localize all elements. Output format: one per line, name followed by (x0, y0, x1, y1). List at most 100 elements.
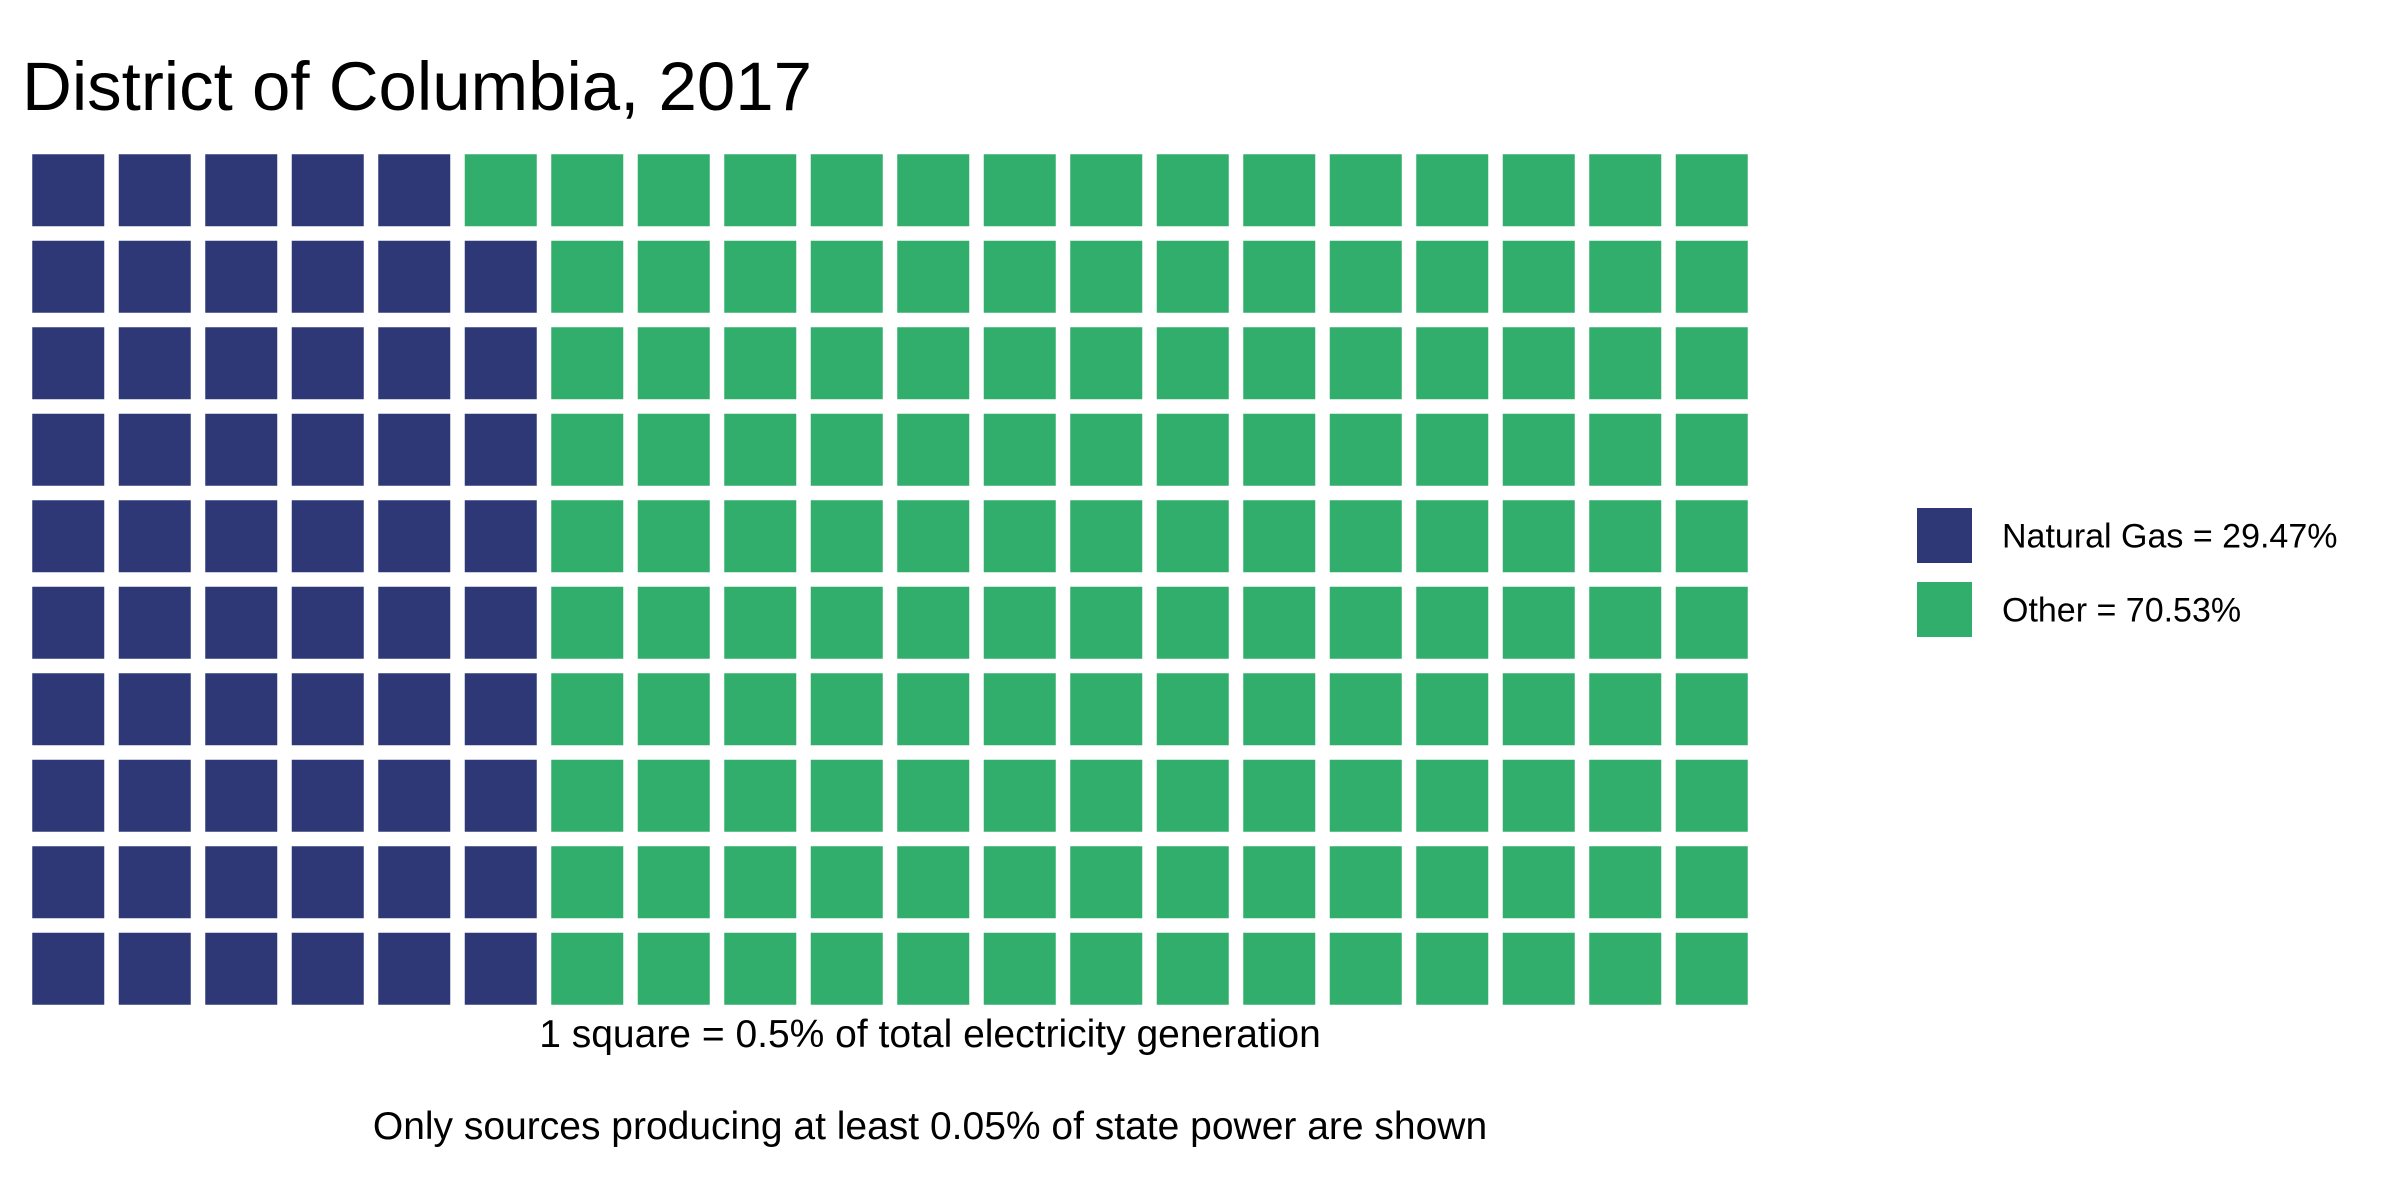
waffle-square-other (897, 932, 970, 1005)
waffle-square-natural-gas (32, 500, 105, 573)
waffle-square-other (983, 932, 1056, 1005)
waffle-square-other (810, 413, 883, 486)
legend-key-other (1917, 582, 1972, 637)
waffle-square-other (1589, 586, 1662, 659)
waffle-square-natural-gas (32, 240, 105, 313)
waffle-square-other (1416, 846, 1489, 919)
waffle-square-other (551, 932, 624, 1005)
waffle-square-other (897, 500, 970, 573)
waffle-square-other (637, 327, 710, 400)
waffle-square-other (1329, 413, 1402, 486)
waffle-square-other (983, 500, 1056, 573)
waffle-square-other (1070, 846, 1143, 919)
waffle-square-other (724, 327, 797, 400)
waffle-square-other (897, 586, 970, 659)
waffle-square-other (1416, 586, 1489, 659)
waffle-square-other (1156, 846, 1229, 919)
waffle-square-other (637, 240, 710, 313)
waffle-square-natural-gas (32, 154, 105, 227)
waffle-square-natural-gas (464, 932, 537, 1005)
waffle-square-natural-gas (464, 413, 537, 486)
waffle-square-other (983, 154, 1056, 227)
waffle-square-other (1589, 673, 1662, 746)
waffle-square-natural-gas (464, 846, 537, 919)
waffle-square-other (983, 586, 1056, 659)
waffle-square-other (1675, 759, 1748, 832)
waffle-square-natural-gas (464, 586, 537, 659)
waffle-square-natural-gas (378, 240, 451, 313)
legend: Natural Gas = 29.47% Other = 70.53% (1917, 508, 2337, 637)
waffle-square-natural-gas (291, 586, 364, 659)
waffle-square-other (724, 759, 797, 832)
waffle-square-other (810, 327, 883, 400)
waffle-square-other (897, 673, 970, 746)
waffle-square-other (810, 932, 883, 1005)
waffle-square-other (1329, 846, 1402, 919)
waffle-square-natural-gas (378, 500, 451, 573)
waffle-square-other (551, 500, 624, 573)
waffle-square-natural-gas (118, 932, 191, 1005)
waffle-square-other (1329, 240, 1402, 313)
waffle-square-other (551, 759, 624, 832)
waffle-square-other (1502, 327, 1575, 400)
waffle-square-other (1502, 759, 1575, 832)
waffle-square-natural-gas (32, 586, 105, 659)
waffle-square-other (1675, 500, 1748, 573)
waffle-square-natural-gas (118, 500, 191, 573)
waffle-square-other (1156, 500, 1229, 573)
waffle-square-other (1502, 673, 1575, 746)
waffle-square-natural-gas (118, 240, 191, 313)
waffle-square-other (1156, 932, 1229, 1005)
waffle-square-other (1589, 240, 1662, 313)
waffle-square-other (1675, 586, 1748, 659)
waffle-square-other (1243, 154, 1316, 227)
waffle-square-natural-gas (378, 154, 451, 227)
waffle-square-natural-gas (205, 327, 278, 400)
waffle-square-other (1156, 673, 1229, 746)
waffle-square-other (1156, 240, 1229, 313)
waffle-square-natural-gas (32, 673, 105, 746)
waffle-grid (32, 154, 1748, 1005)
waffle-square-natural-gas (291, 759, 364, 832)
waffle-square-natural-gas (205, 154, 278, 227)
waffle-square-other (1156, 759, 1229, 832)
waffle-square-other (637, 759, 710, 832)
waffle-square-other (1416, 413, 1489, 486)
waffle-square-other (1156, 327, 1229, 400)
legend-label-other: Other = 70.53% (2002, 592, 2241, 630)
waffle-square-other (1416, 673, 1489, 746)
waffle-square-other (724, 413, 797, 486)
waffle-square-natural-gas (378, 413, 451, 486)
waffle-square-other (983, 240, 1056, 313)
waffle-square-other (1589, 846, 1662, 919)
waffle-square-other (1589, 154, 1662, 227)
waffle-square-other (810, 154, 883, 227)
waffle-square-other (1156, 413, 1229, 486)
waffle-square-natural-gas (205, 413, 278, 486)
waffle-square-other (1675, 846, 1748, 919)
waffle-square-other (637, 846, 710, 919)
waffle-square-other (551, 413, 624, 486)
waffle-square-natural-gas (118, 846, 191, 919)
waffle-square-other (1329, 932, 1402, 1005)
waffle-square-other (810, 586, 883, 659)
waffle-square-other (551, 154, 624, 227)
waffle-square-other (1502, 413, 1575, 486)
waffle-square-natural-gas (118, 154, 191, 227)
waffle-square-natural-gas (291, 240, 364, 313)
x-axis-label: 1 square = 0.5% of total electricity gen… (539, 1013, 1321, 1056)
waffle-square-other (1675, 327, 1748, 400)
waffle-square-other (724, 154, 797, 227)
waffle-square-natural-gas (118, 327, 191, 400)
waffle-square-other (1416, 759, 1489, 832)
waffle-square-other (637, 586, 710, 659)
waffle-square-other (637, 673, 710, 746)
waffle-square-other (724, 500, 797, 573)
waffle-square-other (897, 240, 970, 313)
legend-key-natural-gas (1917, 508, 1972, 563)
waffle-square-other (1675, 240, 1748, 313)
waffle-square-natural-gas (205, 586, 278, 659)
waffle-square-other (1070, 759, 1143, 832)
waffle-square-natural-gas (205, 846, 278, 919)
waffle-square-other (1329, 586, 1402, 659)
